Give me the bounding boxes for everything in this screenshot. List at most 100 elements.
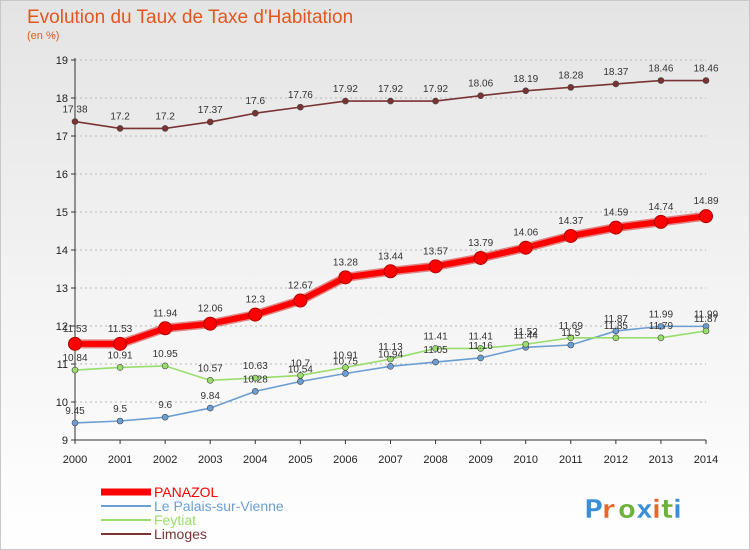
data-label: 14.59 bbox=[603, 208, 628, 219]
series-le-palais-sur-vienne bbox=[71, 323, 710, 427]
data-point bbox=[383, 264, 398, 279]
data-label: 14.89 bbox=[693, 196, 718, 207]
data-point bbox=[206, 377, 214, 384]
x-tick-label: 2009 bbox=[468, 454, 492, 466]
legend-label: Feytiat bbox=[154, 512, 196, 528]
legend-label: Le Palais-sur-Vienne bbox=[154, 498, 284, 514]
data-point bbox=[518, 240, 533, 255]
y-tick-label: 14 bbox=[56, 245, 68, 257]
data-point bbox=[161, 413, 169, 421]
data-point bbox=[297, 372, 304, 379]
data-point bbox=[71, 366, 79, 374]
data-point bbox=[608, 220, 623, 235]
y-tick-label: 18 bbox=[56, 93, 68, 105]
data-label: 10.75 bbox=[333, 357, 358, 368]
logo-letter: x bbox=[636, 495, 653, 525]
data-point bbox=[473, 250, 488, 265]
x-tick-label: 2004 bbox=[243, 454, 267, 466]
data-label: 18.46 bbox=[693, 64, 718, 75]
data-label: 17.37 bbox=[198, 105, 223, 116]
data-label: 14.06 bbox=[513, 228, 538, 239]
data-label: 11.87 bbox=[604, 314, 629, 325]
data-label: 17.92 bbox=[333, 84, 358, 95]
x-tick-label: 2001 bbox=[108, 454, 132, 466]
x-tick-label: 2012 bbox=[604, 454, 628, 466]
data-label: 10.91 bbox=[333, 350, 358, 361]
data-label: 10.94 bbox=[378, 349, 403, 360]
x-tick-label: 2003 bbox=[198, 454, 222, 466]
data-label: 18.37 bbox=[603, 67, 628, 78]
data-point bbox=[657, 334, 665, 342]
data-label: 11.13 bbox=[378, 342, 403, 353]
data-point bbox=[522, 340, 530, 348]
data-point bbox=[338, 270, 353, 285]
data-point bbox=[251, 388, 259, 395]
data-point bbox=[116, 125, 124, 132]
data-label: 11.05 bbox=[423, 345, 448, 356]
data-label: 12.06 bbox=[198, 304, 223, 315]
data-label: 11.87 bbox=[694, 314, 719, 325]
data-point bbox=[567, 84, 575, 91]
data-label: 11.16 bbox=[468, 341, 493, 352]
data-label: 13.57 bbox=[423, 246, 448, 257]
y-axis-ticks: 9 10 11 12 13 14 15 16 17 18 19 bbox=[56, 55, 75, 447]
data-label: 17.2 bbox=[110, 111, 130, 122]
data-point bbox=[71, 419, 79, 427]
data-point bbox=[702, 77, 710, 84]
data-label: 10.57 bbox=[198, 363, 223, 374]
data-point bbox=[567, 334, 575, 342]
data-point bbox=[342, 97, 349, 105]
data-label: 12.3 bbox=[246, 295, 266, 306]
data-label: 18.28 bbox=[558, 70, 583, 81]
data-point bbox=[563, 228, 578, 243]
data-point bbox=[657, 77, 665, 84]
chart-unit-label: (en %) bbox=[27, 30, 60, 42]
legend-label: PANAZOL bbox=[154, 484, 219, 500]
data-point bbox=[477, 354, 484, 362]
data-label: 11.44 bbox=[514, 330, 539, 341]
x-tick-label: 2010 bbox=[513, 454, 537, 466]
data-label: 11.53 bbox=[63, 324, 88, 335]
data-point bbox=[206, 404, 214, 412]
logo-letter: t bbox=[661, 495, 673, 525]
data-label: 17.38 bbox=[62, 105, 87, 116]
proxiti-logo: Pr o x i t i bbox=[584, 495, 683, 526]
series-feytiat bbox=[71, 327, 710, 384]
logo-letter: i bbox=[673, 495, 682, 525]
x-tick-label: 2014 bbox=[694, 454, 718, 466]
data-label: 10.95 bbox=[153, 349, 178, 360]
data-point bbox=[297, 103, 304, 111]
data-point bbox=[113, 336, 128, 351]
data-label: 10.84 bbox=[62, 353, 87, 364]
y-tick-label: 17 bbox=[56, 131, 68, 143]
data-point bbox=[342, 370, 349, 377]
data-point bbox=[657, 323, 665, 330]
data-point bbox=[206, 118, 214, 126]
data-label: 11.53 bbox=[108, 324, 133, 335]
data-label: 17.92 bbox=[378, 84, 403, 95]
series-panazol bbox=[68, 209, 713, 351]
y-tick-label: 10 bbox=[56, 397, 68, 409]
y-tick-label: 13 bbox=[56, 283, 68, 295]
x-tick-label: 2005 bbox=[288, 454, 312, 466]
logo-letter: P bbox=[584, 495, 603, 525]
data-label: 10.28 bbox=[243, 374, 268, 385]
y-tick-label: 15 bbox=[56, 207, 68, 219]
x-tick-label: 2006 bbox=[333, 454, 357, 466]
data-point bbox=[297, 378, 304, 385]
data-point bbox=[612, 334, 620, 342]
data-label: 10.7 bbox=[291, 358, 311, 369]
data-label: 18.46 bbox=[648, 64, 673, 75]
series-layer bbox=[68, 77, 713, 427]
data-point bbox=[567, 341, 575, 349]
data-label: 13.44 bbox=[378, 251, 403, 262]
y-tick-label: 12 bbox=[56, 321, 68, 333]
data-point bbox=[248, 307, 263, 322]
data-point bbox=[203, 316, 218, 331]
data-point bbox=[161, 125, 169, 132]
data-label: 11.52 bbox=[514, 327, 539, 338]
data-point bbox=[653, 214, 668, 229]
data-point bbox=[387, 362, 394, 370]
data-point bbox=[699, 209, 713, 224]
data-point bbox=[68, 336, 82, 351]
